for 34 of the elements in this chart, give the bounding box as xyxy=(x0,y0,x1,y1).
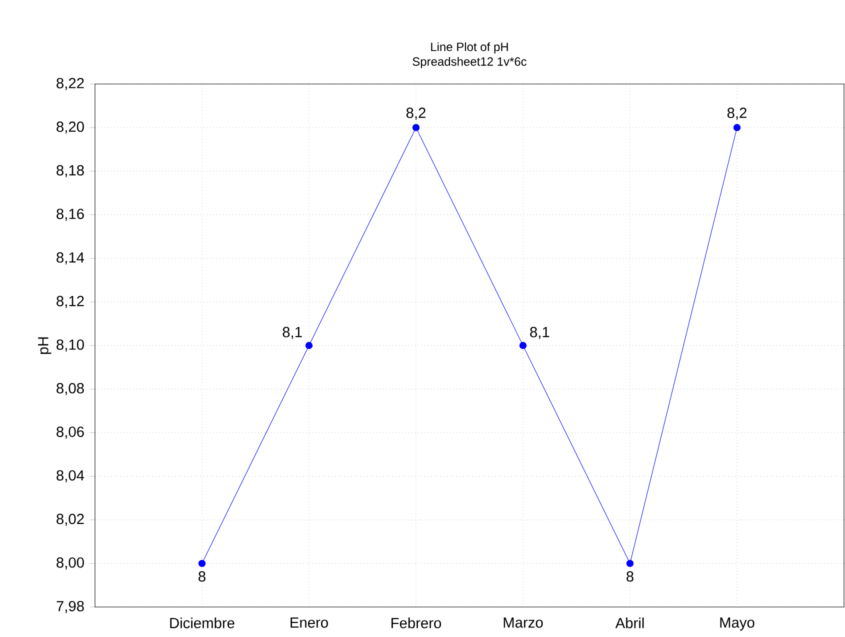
y-tick-label: 7,98 xyxy=(56,600,84,614)
y-axis-title: pH xyxy=(38,337,52,354)
data-label: 8 xyxy=(626,571,634,582)
y-tick-label: 8,16 xyxy=(56,208,84,221)
point xyxy=(198,560,206,568)
point xyxy=(305,342,313,350)
data-label: 8,1 xyxy=(530,326,550,340)
x-tick-label: Mayo xyxy=(720,618,754,631)
point xyxy=(412,124,420,132)
y-tick-label: 8,14 xyxy=(56,252,84,264)
x-tick-label: Febrero xyxy=(392,617,442,628)
data-label: 8 xyxy=(198,571,206,582)
point xyxy=(733,124,741,132)
y-tick-label: 8,12 xyxy=(56,296,84,308)
x-tick-label: Diciembre xyxy=(170,617,234,628)
y-tick-label: 8,10 xyxy=(56,339,84,352)
data-label: 8,1 xyxy=(282,326,302,340)
y-tick-label: 8,18 xyxy=(56,165,84,178)
x-tick-label: Marzo xyxy=(504,618,543,628)
y-tick-label: 8,02 xyxy=(56,514,84,526)
y-tick-label: 8,06 xyxy=(56,426,84,439)
point xyxy=(519,342,527,350)
x-tick-label: Enero xyxy=(290,618,328,628)
y-tick-label: 8,00 xyxy=(56,557,84,570)
chart-title: Line Plot of pH xyxy=(431,42,508,54)
point xyxy=(626,560,634,568)
chart-subtitle: Spreadsheet12 1v*6c xyxy=(412,56,527,68)
y-tick-label: 8,04 xyxy=(56,470,84,482)
y-tick-label: 8,08 xyxy=(56,383,84,396)
y-tick-label: 8,20 xyxy=(56,122,84,134)
y-tick-label: 8,22 xyxy=(56,78,84,90)
data-label: 8,2 xyxy=(406,108,426,120)
data-label: 8,2 xyxy=(727,108,746,120)
x-tick-label: Abril xyxy=(615,617,644,628)
